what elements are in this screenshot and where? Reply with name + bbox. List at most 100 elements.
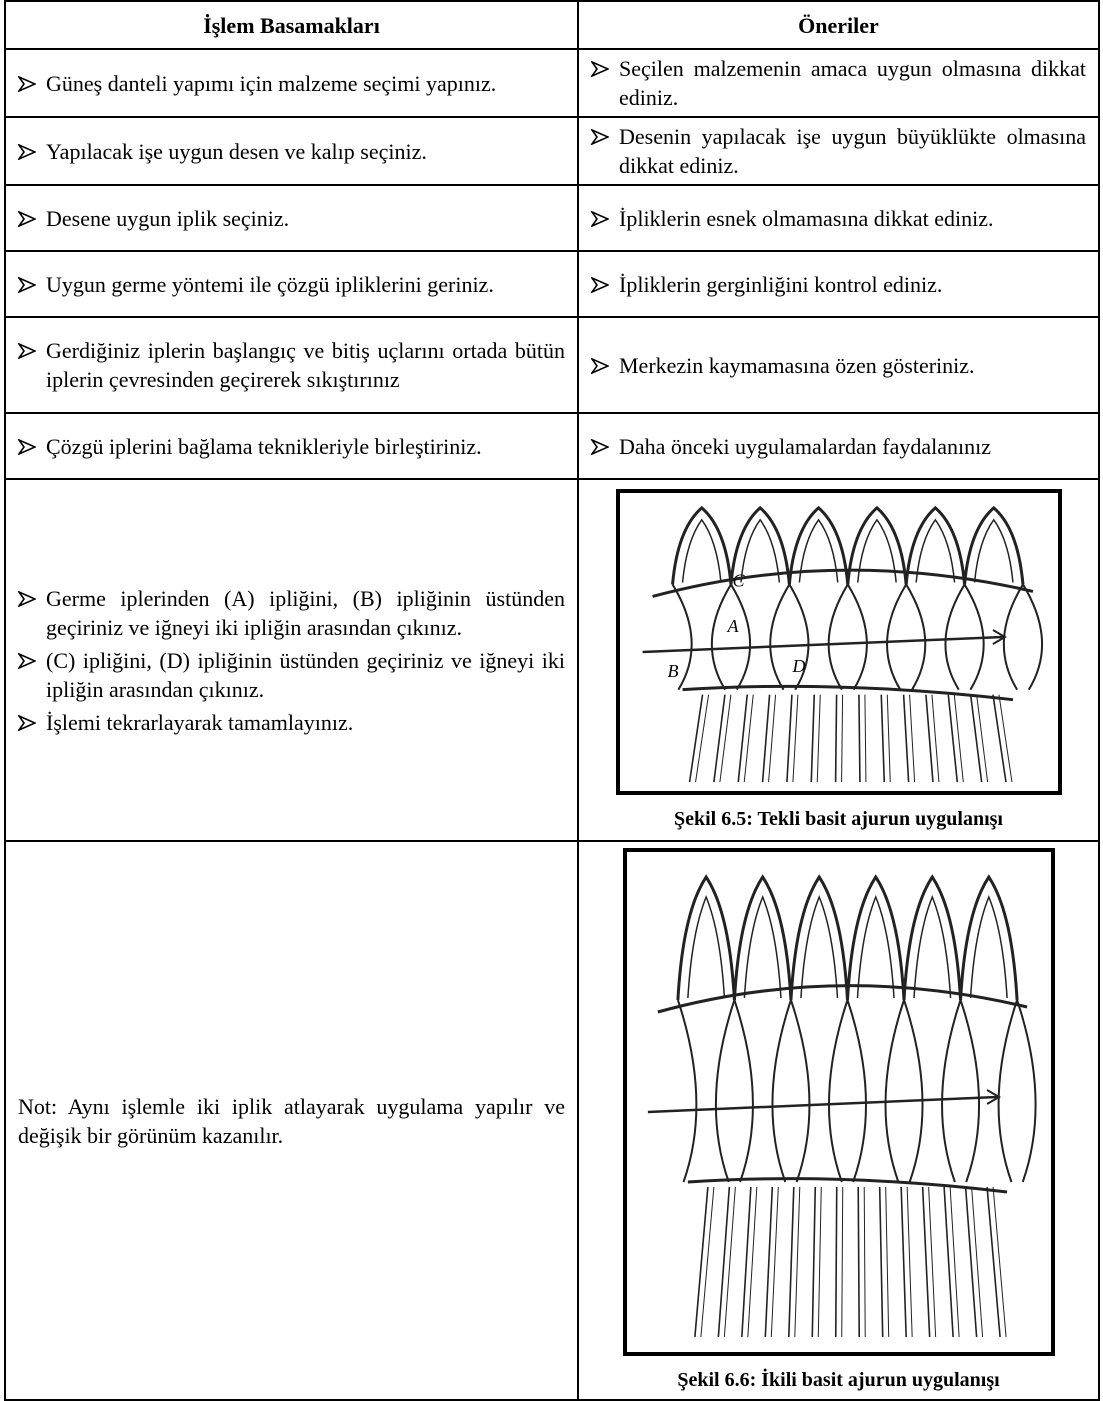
bullet-shape xyxy=(591,210,609,227)
item-text: Uygun germe yöntemi ile çözgü ipliklerin… xyxy=(46,271,494,297)
bullet-shape xyxy=(18,343,36,359)
sketch-line xyxy=(791,694,798,782)
item-text: Seçilen malzemenin amaca uygun olmasına … xyxy=(619,56,1086,110)
item-text: Germe iplerinden (A) ipliğini, (B) ipliğ… xyxy=(46,585,565,640)
lace-illustration xyxy=(622,848,1055,1356)
step-cell: Not: Aynı işlemle iki iplik atlayarak uy… xyxy=(4,840,579,1401)
item-text: Çözgü iplerini bağlama teknikleriyle bir… xyxy=(46,433,482,459)
sketch-line xyxy=(770,999,792,1183)
table-row: Güneş danteli yapımı için malzeme seçimi… xyxy=(4,48,1100,118)
step-cell: Germe iplerinden (A) ipliğini, (B) ipliğ… xyxy=(4,478,579,842)
sketch-line xyxy=(899,1186,907,1338)
sketch-line xyxy=(914,518,955,583)
sketch-line xyxy=(997,999,1018,1183)
sketch-line xyxy=(746,1186,757,1338)
sketch-line xyxy=(732,999,754,1183)
sketch-line xyxy=(712,694,726,782)
sketch-line xyxy=(743,895,782,999)
sketch-line xyxy=(845,505,908,585)
list-item: İpliklerin gerginliğini kontrol ediniz. xyxy=(591,270,1086,299)
sketch-line xyxy=(687,1177,1007,1194)
sketch-line xyxy=(670,505,732,585)
sketch-line xyxy=(642,635,1003,653)
bullet-shape xyxy=(18,75,36,92)
sketch-line xyxy=(902,999,923,1183)
table-row: Gerdiğiniz iplerin başlangıç ve bitiş uç… xyxy=(4,316,1100,414)
bullet-shape xyxy=(18,714,36,731)
list-item: Merkezin kaymamasına özen gösteriniz. xyxy=(591,351,1086,380)
table-body: Güneş danteli yapımı için malzeme seçimi… xyxy=(4,48,1100,1401)
bullet-shape xyxy=(18,210,36,227)
list-item: Seçilen malzemenin amaca uygun olmasına … xyxy=(591,54,1086,112)
sketch-line xyxy=(927,1186,936,1338)
step-cell: Çözgü iplerini bağlama teknikleriyle bir… xyxy=(4,412,579,480)
sketch-line xyxy=(863,1186,866,1338)
sketch-line xyxy=(904,583,926,690)
sketch-line xyxy=(879,694,885,782)
sketch-line xyxy=(921,1186,930,1338)
tip-cell: İpliklerin gerginliğini kontrol ediniz. xyxy=(577,250,1100,318)
sketch-line xyxy=(942,1186,954,1338)
sketch-line xyxy=(946,694,958,782)
sketch-line xyxy=(885,583,907,690)
sketch-line xyxy=(787,505,849,585)
table-row: Yapılacak işe uygun desen ve kalıp seçin… xyxy=(4,116,1100,186)
sketch-line xyxy=(846,999,867,1183)
sketch-line xyxy=(840,694,843,782)
bullet-list: Güneş danteli yapımı için malzeme seçimi… xyxy=(18,69,565,98)
sketch-line xyxy=(856,518,897,583)
step-cell: Gerdiğiniz iplerin başlangıç ve bitiş uç… xyxy=(4,316,579,414)
item-text: İpliklerin esnek olmamasına dikkat edini… xyxy=(619,205,994,231)
tip-cell: Desenin yapılacak işe uygun büyüklükte o… xyxy=(577,116,1100,186)
sketch-line xyxy=(878,1186,883,1338)
item-text: İpliklerin gerginliğini kontrol ediniz. xyxy=(619,271,943,297)
sketch-line xyxy=(958,874,1019,1001)
figure: Şekil 6.6: İkili basit ajurun uygulanışı xyxy=(583,848,1094,1395)
step-cell: Desene uygun iplik seçiniz. xyxy=(4,184,579,252)
item-text: Gerdiğiniz iplerin başlangıç ve bitiş uç… xyxy=(46,338,565,392)
sketch-line xyxy=(943,583,965,690)
lace-illustration: A B C D xyxy=(615,488,1062,795)
sketch-line xyxy=(699,1186,714,1338)
sketch-line xyxy=(992,1186,1007,1338)
tip-cell: Seçilen malzemenin amaca uygun olmasına … xyxy=(577,48,1100,118)
sketch-line xyxy=(681,684,1013,701)
sketch-line xyxy=(693,1186,709,1338)
bullet-icon xyxy=(18,438,36,455)
table-row: Desene uygun iplik seçiniz. İpliklerin es… xyxy=(4,184,1100,252)
bullet-icon xyxy=(591,357,609,374)
sketch-line xyxy=(884,999,905,1183)
bullet-shape xyxy=(18,652,36,669)
sketch-line xyxy=(924,694,934,782)
bullet-icon xyxy=(591,210,609,227)
tip-cell: Şekil 6.6: İkili basit ajurun uygulanışı xyxy=(577,840,1100,1401)
sketch-line xyxy=(816,694,821,782)
item-text: Desene uygun iplik seçiniz. xyxy=(46,205,290,231)
figure-caption: Şekil 6.5: Tekli basit ajurun uygulanışı xyxy=(673,807,1003,830)
bullet-list: Daha önceki uygulamalardan faydalanınız xyxy=(591,432,1086,461)
sketch-line xyxy=(1021,583,1043,690)
sketch-line xyxy=(856,895,895,999)
table-row: Çözgü iplerini bağlama teknikleriyle bir… xyxy=(4,412,1100,480)
header-cell: İşlem Basamakları xyxy=(4,0,579,50)
sketch-line xyxy=(827,583,849,690)
header-cell: Öneriler xyxy=(577,0,1100,50)
sketch-line xyxy=(789,999,810,1183)
bullet-list: İpliklerin gerginliğini kontrol ediniz. xyxy=(591,270,1086,299)
sketch-line xyxy=(793,1186,800,1338)
sketch-line xyxy=(799,895,838,999)
bullet-icon xyxy=(18,590,36,607)
bullet-shape xyxy=(591,438,609,455)
bullet-list: Seçilen malzemenin amaca uygun olmasına … xyxy=(591,54,1086,112)
step-cell: Uygun germe yöntemi ile çözgü ipliklerin… xyxy=(4,250,579,318)
tip-cell: Merkezin kaymamasına özen gösteriniz. xyxy=(577,316,1100,414)
sketch-line xyxy=(857,694,861,782)
sketch-line xyxy=(969,895,1008,999)
figure-label: B xyxy=(667,661,678,681)
sketch-line xyxy=(975,694,988,782)
sketch-line xyxy=(671,583,693,690)
sketch-line xyxy=(827,999,848,1183)
sketch-line xyxy=(647,1095,997,1114)
list-item: Uygun germe yöntemi ile çözgü ipliklerin… xyxy=(18,270,565,299)
bullet-shape xyxy=(591,276,609,293)
